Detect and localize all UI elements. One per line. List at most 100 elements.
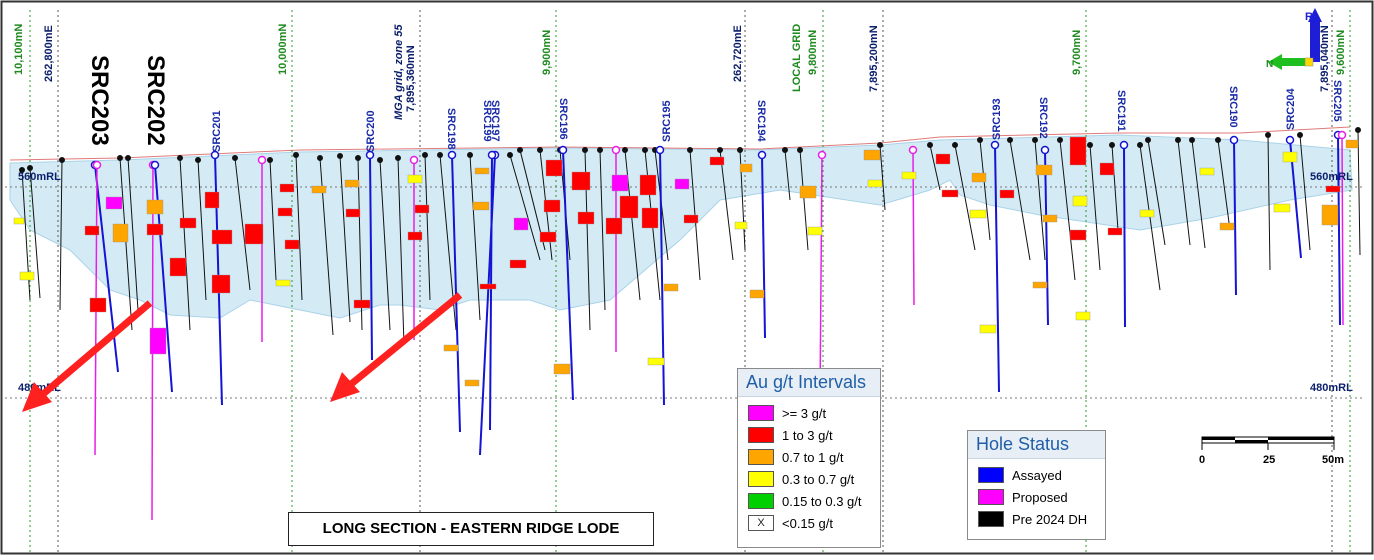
collar-marker	[1285, 135, 1295, 145]
hole-legend-row-assayed: Assayed	[968, 465, 1105, 485]
au-legend-row-03to07: 0.3 to 0.7 g/t	[738, 469, 880, 489]
assay-interval-block	[1075, 311, 1091, 321]
rl-arrow-head	[1308, 8, 1322, 22]
drill-hole-trace	[269, 159, 277, 281]
grid-label-10100mN: 10,100mN	[13, 24, 25, 75]
assay-interval-block	[867, 179, 883, 188]
assay-interval-block	[84, 225, 100, 236]
label-src196: SRC196	[557, 98, 569, 140]
swatch-proposed	[978, 489, 1004, 505]
drill-hole-trace	[1111, 144, 1119, 231]
assay-interval-block	[553, 363, 571, 375]
assay-interval-block	[1072, 195, 1088, 207]
swatch-pre2024	[978, 511, 1004, 527]
plunge-arrowhead-right	[330, 372, 360, 402]
assay-interval-block	[149, 327, 167, 355]
assay-interval-block	[443, 344, 459, 352]
assay-interval-block	[19, 271, 35, 281]
collar-marker	[1265, 132, 1271, 138]
assay-intercepts	[13, 136, 1359, 387]
assay-interval-block	[1273, 203, 1291, 213]
grid-label-7895200mN: 7,895,200mN	[868, 25, 880, 92]
assay-interval-block	[611, 174, 629, 192]
assay-interval-block	[1032, 281, 1048, 289]
drill-hole-trace	[562, 149, 574, 401]
swatch-ge3	[748, 405, 774, 421]
drill-hole-trace	[1341, 134, 1344, 326]
assay-interval-block	[807, 226, 823, 236]
assay-interval-block	[619, 195, 639, 219]
label-src201: SRC201	[211, 110, 223, 152]
assay-interval-block	[211, 229, 233, 245]
collar-marker	[757, 150, 767, 160]
collar-marker	[507, 152, 513, 158]
assay-interval-block	[674, 178, 690, 190]
collar-marker	[1119, 140, 1129, 150]
collar-marker	[687, 147, 693, 153]
assay-interval-block	[901, 171, 917, 180]
drill-hole-trace	[424, 154, 431, 301]
label-src198: SRC198	[445, 108, 457, 150]
assay-interval-block	[605, 217, 623, 235]
assay-interval-block	[277, 207, 293, 217]
collar-marker	[952, 142, 958, 148]
drill-hole-trace	[1034, 139, 1046, 261]
assay-interval-block	[1099, 162, 1115, 176]
assay-interval-block	[734, 221, 748, 230]
collar-marker	[125, 155, 131, 161]
label-src191: SRC191	[1115, 90, 1127, 132]
au-legend-row-1to3: 1 to 3 g/t	[738, 425, 880, 445]
assay-interval-block	[105, 196, 123, 210]
assay-interval-block	[979, 324, 997, 334]
assay-interval-block	[204, 191, 220, 209]
grid-label-262720mE: 262,720mE	[732, 25, 744, 82]
drill-hole-trace	[379, 159, 391, 331]
collar-marker	[990, 140, 1000, 150]
collar-marker	[597, 147, 603, 153]
drill-hole-trace	[1089, 144, 1101, 271]
collar-marker	[1032, 137, 1038, 143]
label-src197: SRC197	[489, 100, 501, 142]
assay-interval-block	[1325, 185, 1341, 193]
swatch-03to07	[748, 471, 774, 487]
assay-interval-block	[663, 283, 679, 292]
assay-interval-block	[1282, 151, 1298, 163]
collar-marker	[337, 153, 343, 159]
grid-label-10000mN: 10,000mN	[277, 24, 289, 75]
label-src192: SRC192	[1037, 97, 1049, 139]
label-src194: SRC194	[755, 100, 767, 142]
hole-legend-title: Hole Status	[968, 431, 1105, 459]
assay-interval-block	[641, 207, 659, 229]
drill-hole-trace	[295, 154, 303, 301]
collar-marker	[1145, 137, 1151, 143]
collar-marker	[27, 165, 33, 171]
drill-hole-trace	[1267, 134, 1271, 271]
grid-navy-lines	[57, 10, 1333, 553]
label-src205: SRC205	[1331, 80, 1343, 122]
au-legend-row-ge3: >= 3 g/t	[738, 403, 880, 423]
collar-marker	[817, 150, 827, 160]
scale-tick-25: 25	[1263, 454, 1275, 466]
drill-hole-trace	[234, 157, 251, 291]
assay-interval-block	[353, 299, 371, 309]
assay-interval-block	[1345, 139, 1359, 149]
collar-marker	[19, 167, 25, 173]
collar-marker	[1297, 132, 1303, 138]
collar-marker	[487, 150, 497, 160]
drill-hole-trace	[994, 144, 1000, 393]
drill-hole-trace	[1191, 139, 1206, 249]
orientation-origin	[1304, 57, 1314, 67]
assay-interval-block	[749, 289, 765, 299]
assay-interval-block	[1321, 204, 1339, 226]
assay-interval-block	[1107, 227, 1123, 236]
collar-marker	[642, 147, 648, 153]
assay-interval-block	[464, 379, 480, 387]
grid-green-lines	[29, 10, 1351, 553]
collar-marker	[1215, 137, 1221, 143]
scale-bar: 0 25 50m	[1199, 436, 1344, 466]
drill-hole-trace	[397, 157, 405, 346]
label-src190: SRC190	[1227, 86, 1239, 128]
swatch-07to1	[748, 449, 774, 465]
assay-interval-block	[647, 357, 665, 366]
collar-marker	[877, 142, 883, 148]
